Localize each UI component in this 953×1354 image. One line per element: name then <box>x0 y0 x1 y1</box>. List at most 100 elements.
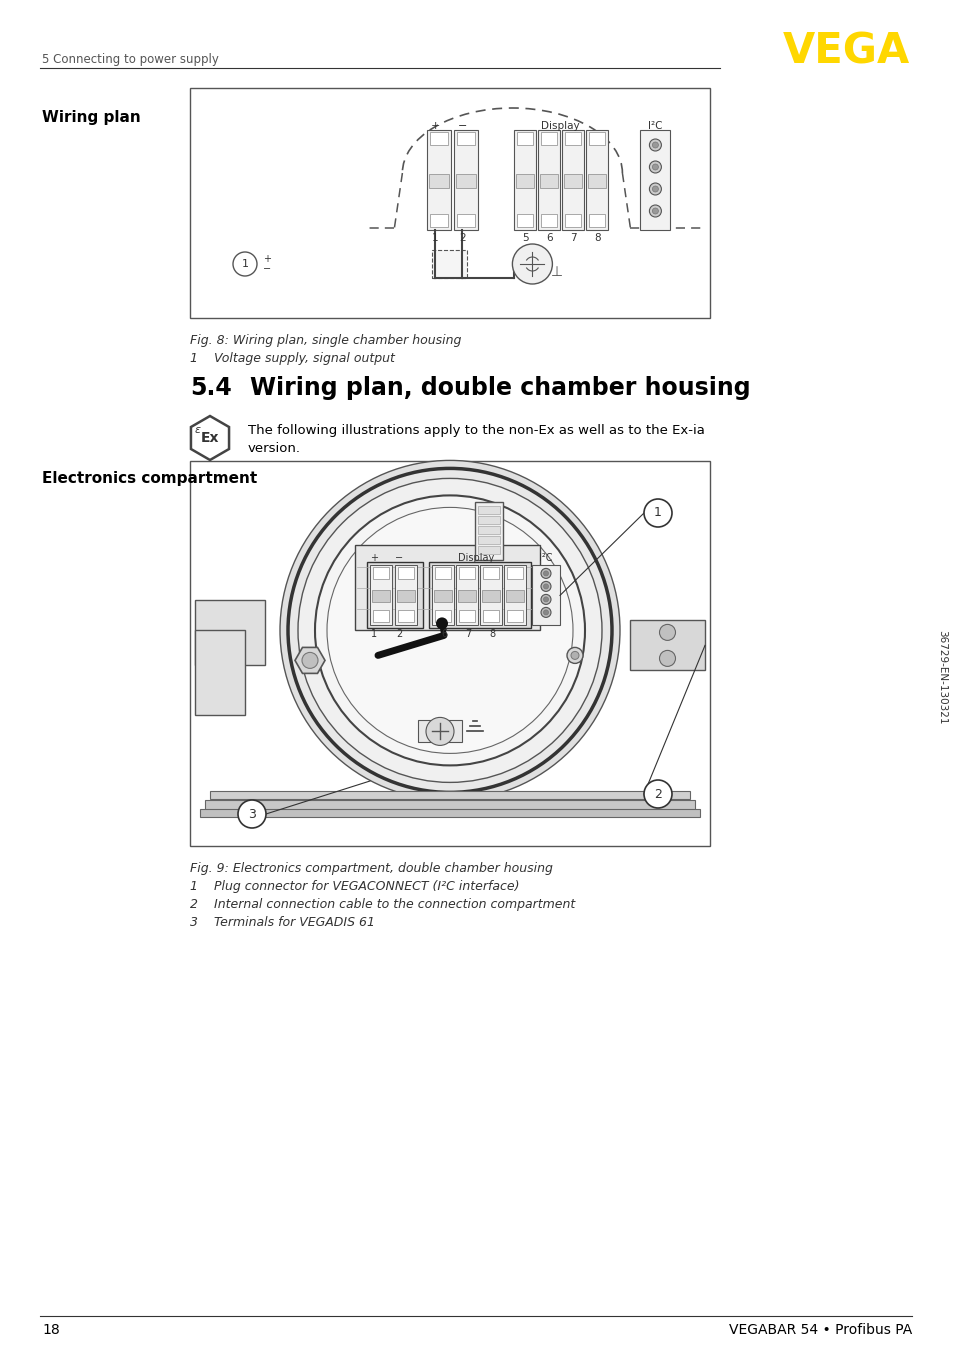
Bar <box>562 130 584 230</box>
Text: Wiring plan, double chamber housing: Wiring plan, double chamber housing <box>250 376 750 399</box>
Circle shape <box>540 581 551 592</box>
Bar <box>205 800 695 810</box>
Bar <box>397 611 414 623</box>
Circle shape <box>649 204 660 217</box>
Bar <box>537 130 559 230</box>
Text: 5.4: 5.4 <box>190 376 232 399</box>
Text: 18: 18 <box>42 1323 60 1336</box>
Bar <box>456 214 475 227</box>
Text: 1: 1 <box>241 259 248 269</box>
Text: ε: ε <box>194 425 201 435</box>
Text: Fig. 8: Wiring plan, single chamber housing: Fig. 8: Wiring plan, single chamber hous… <box>190 334 461 347</box>
Text: 7: 7 <box>570 233 577 242</box>
Bar <box>457 590 476 603</box>
Bar <box>372 590 390 603</box>
Bar <box>477 536 499 544</box>
Text: −: − <box>263 264 271 274</box>
Circle shape <box>280 460 619 800</box>
Bar <box>458 611 475 623</box>
Bar <box>477 506 499 515</box>
Bar <box>429 175 449 188</box>
Bar <box>482 567 498 580</box>
Text: 3: 3 <box>248 807 255 821</box>
Bar <box>435 567 451 580</box>
Text: I²C: I²C <box>538 554 552 563</box>
Circle shape <box>327 508 573 753</box>
Text: Wiring plan: Wiring plan <box>42 110 141 125</box>
Text: 2: 2 <box>395 630 402 639</box>
Circle shape <box>659 650 675 666</box>
Circle shape <box>314 496 584 765</box>
Bar <box>430 214 448 227</box>
Bar <box>503 566 525 626</box>
Text: 1    Plug connector for VEGACONNECT (I²C interface): 1 Plug connector for VEGACONNECT (I²C in… <box>190 880 519 894</box>
Text: Display: Display <box>540 121 579 131</box>
Text: 1    Voltage supply, signal output: 1 Voltage supply, signal output <box>190 352 395 366</box>
Text: 2    Internal connection cable to the connection compartment: 2 Internal connection cable to the conne… <box>190 898 575 911</box>
Circle shape <box>288 468 612 792</box>
Bar <box>373 567 389 580</box>
Circle shape <box>571 651 578 659</box>
Circle shape <box>297 478 601 783</box>
Text: 7: 7 <box>464 630 471 639</box>
Bar <box>429 562 531 628</box>
Circle shape <box>302 653 317 669</box>
Bar <box>194 600 265 665</box>
Bar <box>200 808 700 816</box>
Bar <box>477 516 499 524</box>
Bar <box>517 214 533 227</box>
Bar <box>190 460 709 846</box>
Bar <box>586 130 608 230</box>
Text: 2: 2 <box>458 233 465 242</box>
Circle shape <box>512 244 552 284</box>
Circle shape <box>436 617 448 630</box>
Bar <box>588 175 606 188</box>
Circle shape <box>566 647 582 663</box>
Text: Display: Display <box>457 554 494 563</box>
Bar <box>565 214 580 227</box>
Bar <box>190 88 709 318</box>
Bar <box>639 130 670 230</box>
Bar <box>210 791 689 799</box>
Bar <box>477 547 499 554</box>
Circle shape <box>540 594 551 604</box>
Bar <box>194 631 245 715</box>
Circle shape <box>540 569 551 578</box>
Text: −: − <box>395 554 402 563</box>
Bar <box>506 567 522 580</box>
Bar <box>355 546 539 631</box>
Bar <box>514 130 536 230</box>
Text: 5 Connecting to power supply: 5 Connecting to power supply <box>42 54 218 66</box>
Bar <box>564 175 581 188</box>
Bar <box>477 527 499 535</box>
Text: 1: 1 <box>432 233 438 242</box>
Bar <box>505 590 523 603</box>
Text: I²C: I²C <box>647 121 662 131</box>
Bar <box>456 566 477 626</box>
Bar <box>475 502 502 561</box>
Bar <box>479 566 501 626</box>
Text: 6: 6 <box>545 233 552 242</box>
Circle shape <box>643 500 671 527</box>
Bar <box>367 562 422 628</box>
Text: Ex: Ex <box>200 431 219 445</box>
Circle shape <box>643 780 671 808</box>
Bar <box>370 566 392 626</box>
Text: +: + <box>263 255 271 264</box>
Bar <box>427 130 451 230</box>
Text: 6: 6 <box>440 630 447 639</box>
Text: 2: 2 <box>654 788 661 800</box>
Bar <box>397 567 414 580</box>
Bar <box>517 131 533 145</box>
Circle shape <box>649 161 660 173</box>
Text: 8: 8 <box>489 630 495 639</box>
Circle shape <box>540 608 551 617</box>
Bar <box>481 590 499 603</box>
Circle shape <box>652 164 658 171</box>
Text: −: − <box>457 121 467 131</box>
Circle shape <box>543 609 548 615</box>
Bar <box>454 130 477 230</box>
Circle shape <box>543 584 548 589</box>
Bar <box>541 131 557 145</box>
Circle shape <box>543 597 548 603</box>
